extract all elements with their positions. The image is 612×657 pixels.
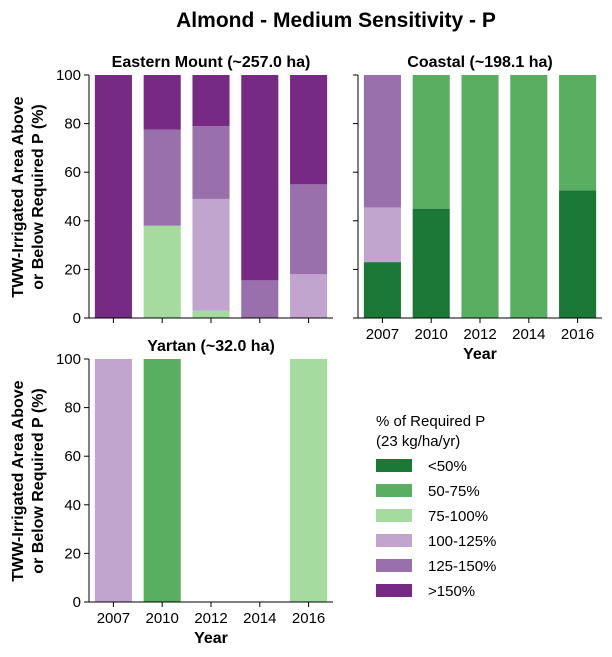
bar-2012-50-75% (461, 75, 499, 318)
x-tick-label: 2007 (97, 610, 130, 627)
legend-swatch-2 (376, 484, 412, 497)
bar-2014->150% (241, 75, 279, 281)
bar-2012-75-100% (192, 310, 230, 318)
bar-2014-125-150% (241, 280, 279, 318)
legend-swatch-5 (376, 559, 412, 572)
legend-label-2: 50-75% (428, 483, 480, 500)
legend-items: <50% 50-75% 75-100% 100-125% 125-150% >150% (376, 458, 496, 600)
y-tick-label: 20 (64, 545, 81, 562)
bar-2007-100-125% (94, 359, 132, 602)
y-axis-label-line1: TWW-Irrigated Area Above (10, 96, 27, 297)
legend: % of Required P (23 kg/ha/yr) <50% 50-75%… (376, 413, 496, 600)
x-tick-label: 2014 (243, 610, 276, 627)
bar-2016-50-75% (559, 75, 597, 191)
x-axis-label-coastal: Year (463, 346, 497, 363)
bar-2010-<50% (412, 208, 450, 318)
figure-title: Almond - Medium Sensitivity - P (176, 9, 496, 32)
y-tick-label: 60 (64, 448, 81, 465)
legend-swatch-4 (376, 534, 412, 547)
bar-2016-125-150% (290, 184, 328, 275)
panel-eastern-mount: Eastern Mount (~257.0 ha) 0 20 40 60 80 100 (56, 54, 333, 327)
legend-title-line1: % of Required P (376, 413, 485, 430)
bar-2016->150% (290, 75, 328, 185)
x-tick-label: 2010 (415, 326, 448, 343)
legend-label-6: >150% (428, 583, 475, 600)
legend-label-3: 75-100% (428, 508, 488, 525)
bar-2010->150% (143, 75, 181, 130)
bars-yartan (94, 359, 328, 602)
x-tick-label: 2012 (463, 326, 496, 343)
bar-2016-<50% (559, 190, 597, 318)
y-axis-label-line1: TWW-Irrigated Area Above (10, 380, 27, 581)
legend-swatch-3 (376, 509, 412, 522)
bars-eastern-mount (94, 75, 328, 318)
x-tick-label: 2016 (292, 610, 325, 627)
x-axis-label-yartan: Year (194, 630, 228, 647)
bar-2012->150% (192, 75, 230, 127)
bar-2007-125-150% (363, 75, 401, 208)
y-tick-label: 40 (64, 213, 81, 230)
legend-title-line2: (23 kg/ha/yr) (376, 433, 460, 450)
bar-2007->150% (94, 75, 132, 318)
y-tick-label: 0 (73, 310, 81, 327)
bars-coastal (363, 75, 597, 318)
y-tick-label: 60 (64, 164, 81, 181)
bar-2012-125-150% (192, 126, 230, 199)
legend-label-1: <50% (428, 458, 467, 475)
legend-swatch-6 (376, 584, 412, 597)
bar-2010-50-75% (143, 359, 181, 602)
y-axis-label-line2: or Below Required P (%) (30, 104, 47, 290)
x-tick-label: 2016 (561, 326, 594, 343)
y-tick-label: 100 (56, 67, 81, 84)
bar-2016-75-100% (290, 359, 328, 602)
bar-2010-125-150% (143, 129, 181, 226)
ticks-coastal: 2007 2010 2012 2014 2016 (353, 74, 594, 343)
bar-2007-100-125% (363, 207, 401, 263)
legend-swatch-1 (376, 459, 412, 472)
bar-2010-50-75% (412, 75, 450, 209)
y-axis-label-line2: or Below Required P (%) (30, 388, 47, 574)
y-axis-label-bottom: TWW-Irrigated Area Above or Below Requir… (10, 380, 47, 581)
legend-label-4: 100-125% (428, 533, 496, 550)
y-tick-label: 100 (56, 351, 81, 368)
panel-title-eastern-mount: Eastern Mount (~257.0 ha) (112, 54, 311, 71)
y-tick-label: 80 (64, 400, 81, 417)
y-axis-label-top: TWW-Irrigated Area Above or Below Requir… (10, 96, 47, 297)
panel-coastal: Coastal (~198.1 ha) 2007 2010 2012 2014 2016… (353, 54, 602, 363)
y-tick-label: 80 (64, 116, 81, 133)
bar-2010-75-100% (143, 225, 181, 318)
x-tick-label: 2010 (146, 610, 179, 627)
bar-2014-50-75% (510, 75, 548, 318)
panel-yartan: Yartan (~32.0 ha) 2007 2010 2012 2014 201602… (56, 338, 333, 647)
x-tick-label: 2012 (194, 610, 227, 627)
y-tick-label: 40 (64, 497, 81, 514)
bar-2012-100-125% (192, 198, 230, 311)
panel-title-yartan: Yartan (~32.0 ha) (147, 338, 275, 355)
x-tick-label: 2014 (512, 326, 545, 343)
legend-label-5: 125-150% (428, 558, 496, 575)
bar-2007-<50% (363, 262, 401, 318)
y-tick-label: 0 (73, 594, 81, 611)
panel-title-coastal: Coastal (~198.1 ha) (407, 54, 552, 71)
ticks-yartan: 2007 2010 2012 2014 2016 0 20 40 60 80 100 (56, 351, 325, 627)
x-tick-label: 2007 (366, 326, 399, 343)
bar-2016-100-125% (290, 274, 328, 318)
y-tick-label: 20 (64, 261, 81, 278)
ticks-eastern-mount: 0 20 40 60 80 100 (56, 67, 310, 327)
